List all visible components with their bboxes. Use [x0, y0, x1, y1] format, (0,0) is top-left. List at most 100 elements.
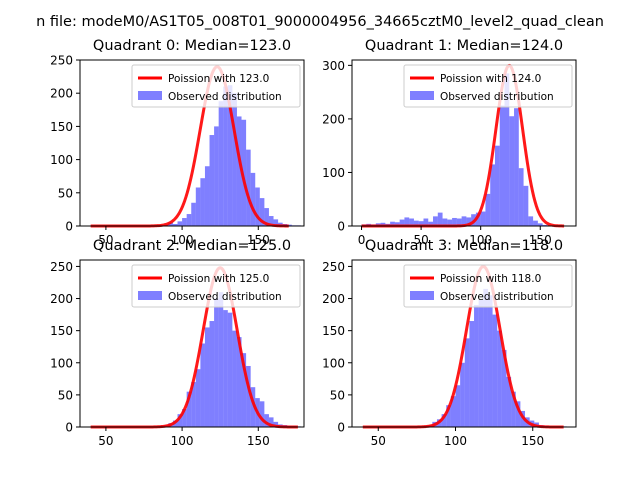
hist-bar: [483, 288, 488, 427]
hist-bar: [475, 212, 481, 226]
hist-bar: [227, 85, 233, 227]
hist-bar: [515, 401, 521, 427]
hist-bar: [413, 220, 419, 226]
hist-bar: [494, 145, 500, 226]
y-tick-label: 50: [58, 186, 73, 200]
hist-bar: [246, 365, 251, 427]
x-tick-label: 50: [98, 434, 113, 448]
y-tick-label: 250: [322, 260, 345, 274]
chart-title: Quadrant 2: Median=125.0: [93, 238, 291, 254]
hist-bar: [447, 219, 453, 226]
hist-bar: [418, 221, 424, 226]
chart-panel-2: 0 50 100 150 200 250 50 100 150 Poission with 125…: [50, 238, 305, 448]
hist-bar: [186, 391, 192, 427]
hist-bar: [214, 126, 219, 226]
legend-patch-swatch: [138, 91, 162, 100]
y-tick-label: 200: [50, 87, 73, 101]
hist-bar: [250, 172, 256, 226]
hist-bar: [246, 149, 251, 226]
hist-bar: [433, 216, 438, 226]
hist-bar: [399, 219, 405, 226]
legend-label-observed: Observed distribution: [168, 291, 282, 303]
hist-bar: [537, 223, 543, 226]
legend-label-observed: Observed distribution: [168, 91, 282, 103]
hist-bar: [394, 222, 400, 226]
hist-bar: [455, 385, 461, 427]
y-tick-label: 250: [50, 260, 73, 274]
hist-bar: [255, 187, 260, 226]
hist-bar: [209, 135, 215, 226]
hist-bar: [511, 391, 516, 427]
x-tick-label: 0: [358, 233, 366, 247]
legend-box: [403, 64, 573, 108]
y-tick-label: 100: [50, 356, 73, 370]
x-tick-label: 150: [247, 233, 270, 247]
hist-bar: [250, 387, 256, 427]
chart-title: Quadrant 1: Median=124.0: [365, 38, 563, 54]
hist-bar: [480, 211, 486, 226]
hist-bar: [214, 298, 219, 427]
charts-group: 0 50 100 150 200 250 50 100 150 Poission with 123…: [50, 38, 577, 448]
chart-panel-1: 0 100 200 300 0 50 100 150 Poission with 124.0 Ob…: [322, 38, 577, 247]
hist-bar: [428, 221, 434, 226]
axes-frame: [79, 259, 305, 428]
hist-bar: [195, 187, 201, 226]
y-tick-label: 0: [65, 220, 73, 234]
y-tick-label: 200: [322, 292, 345, 306]
y-tick-label: 0: [65, 421, 73, 435]
legend-box: [131, 264, 301, 308]
hist-bar: [460, 362, 465, 427]
hist-bar: [509, 116, 515, 226]
y-tick-label: 0: [337, 421, 345, 435]
hist-bar: [264, 414, 269, 427]
axes-frame: [79, 59, 305, 227]
hist-bar: [186, 214, 192, 226]
hist-bar: [182, 409, 187, 427]
hist-bar: [442, 218, 448, 226]
hist-bar: [200, 178, 205, 226]
hist-bar: [264, 208, 269, 226]
hist-bar: [241, 119, 247, 226]
y-tick-label: 100: [50, 153, 73, 167]
hist-bar: [232, 330, 237, 427]
figure-suptitle: n file: modeM0/AS1T05_008T01_9000004956_…: [36, 14, 604, 30]
y-tick-label: 100: [322, 356, 345, 370]
hist-bar: [241, 353, 247, 427]
hist-bar: [423, 218, 429, 226]
hist-bar: [518, 168, 524, 226]
y-tick-label: 250: [50, 54, 73, 68]
hist-bar: [172, 224, 178, 226]
hist-bar: [273, 421, 279, 427]
hist-bar: [437, 212, 443, 226]
hist-bar: [195, 369, 201, 427]
hist-bar: [441, 414, 447, 427]
hist-bar: [259, 198, 265, 226]
x-tick-label: 150: [247, 434, 270, 448]
hist-bar: [177, 221, 183, 226]
hist-bar: [456, 218, 462, 226]
x-tick-label: 50: [413, 233, 428, 247]
hist-bar: [223, 86, 228, 226]
hist-bar: [404, 217, 410, 226]
hist-bar: [497, 330, 502, 427]
hist-bar: [218, 292, 224, 427]
hist-bar: [533, 220, 538, 226]
hist-bar: [469, 321, 475, 427]
hist-bar: [191, 382, 196, 427]
legend-label-poisson: Poission with 124.0: [440, 73, 541, 85]
hist-bar: [487, 295, 493, 427]
hist-bar: [452, 217, 457, 226]
hist-bar: [506, 376, 512, 427]
legend-label-poisson: Poission with 118.0: [440, 273, 541, 285]
hist-bar: [218, 101, 224, 226]
hist-bar: [409, 218, 414, 226]
legend-patch-swatch: [410, 291, 434, 300]
hist-bar: [461, 216, 467, 226]
hist-bar: [204, 327, 210, 427]
y-tick-label: 200: [50, 292, 73, 306]
hist-bar: [466, 217, 472, 226]
y-tick-label: 0: [337, 220, 345, 234]
hist-bar: [232, 93, 237, 226]
axes-frame: [351, 59, 577, 227]
